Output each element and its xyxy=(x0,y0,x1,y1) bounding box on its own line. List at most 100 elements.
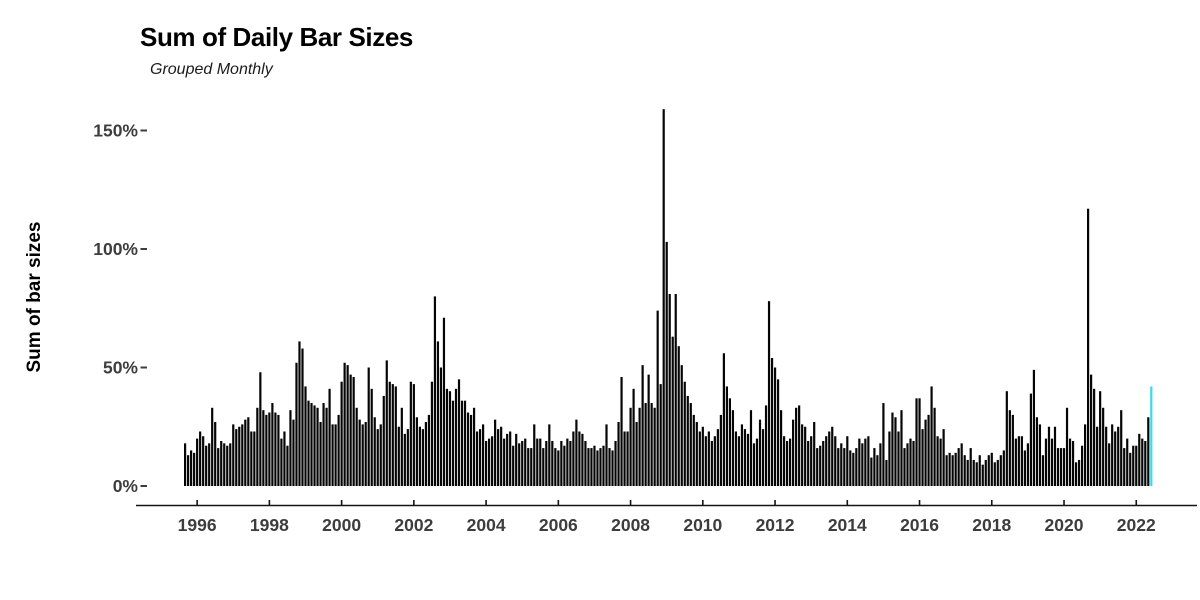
bar xyxy=(689,403,692,486)
bar xyxy=(451,400,455,486)
bar xyxy=(611,450,614,486)
y-tick-label: 0% xyxy=(113,476,139,496)
bar xyxy=(957,448,960,486)
bar xyxy=(554,448,557,486)
bar xyxy=(822,440,825,486)
bar xyxy=(491,436,494,486)
bar xyxy=(948,452,951,486)
bar xyxy=(481,424,485,486)
x-tick-label: 2010 xyxy=(683,515,722,535)
bar xyxy=(1096,426,1099,486)
bar xyxy=(548,424,551,486)
bar xyxy=(1020,436,1023,486)
bar xyxy=(406,429,409,486)
bar xyxy=(614,440,617,486)
bar xyxy=(1126,438,1129,486)
bar xyxy=(837,448,840,486)
bar xyxy=(677,346,680,486)
bar xyxy=(463,400,467,486)
bar xyxy=(807,440,810,486)
bar xyxy=(274,412,277,486)
y-tick-label: 150% xyxy=(93,121,138,141)
bar xyxy=(716,429,719,486)
bar xyxy=(488,438,491,486)
bar xyxy=(587,448,590,486)
bar xyxy=(882,403,885,486)
bar xyxy=(1147,417,1150,486)
bar xyxy=(265,414,268,486)
bar xyxy=(466,412,470,486)
bar xyxy=(283,431,286,486)
bar xyxy=(966,459,969,486)
y-tick-label: 50% xyxy=(103,358,138,378)
bar xyxy=(298,341,301,486)
bar xyxy=(695,422,698,486)
bar xyxy=(731,410,735,486)
bar xyxy=(1144,440,1147,486)
bar xyxy=(954,452,957,486)
bar xyxy=(226,445,229,486)
bar xyxy=(936,436,939,486)
bar xyxy=(1105,426,1108,486)
bar xyxy=(539,438,542,486)
bar xyxy=(1077,459,1081,486)
bar xyxy=(1002,450,1005,486)
bar xyxy=(590,448,593,486)
bar xyxy=(460,400,464,486)
bar xyxy=(454,388,458,486)
x-tick-label: 2016 xyxy=(900,515,939,535)
x-tick-label: 1996 xyxy=(178,515,217,535)
x-tick-label: 2020 xyxy=(1045,515,1084,535)
bar xyxy=(259,372,262,486)
bar xyxy=(608,448,611,486)
bar xyxy=(632,388,635,486)
bar xyxy=(319,422,322,486)
bar xyxy=(1047,426,1051,486)
bar xyxy=(707,431,710,486)
bar xyxy=(208,443,211,486)
bar xyxy=(722,353,725,486)
bar xyxy=(1029,393,1033,486)
bar xyxy=(1099,391,1102,486)
bar xyxy=(232,424,235,486)
bar xyxy=(448,391,452,486)
bar xyxy=(897,431,900,486)
bar xyxy=(391,384,394,486)
bar xyxy=(509,431,512,486)
bar xyxy=(292,419,295,486)
bar xyxy=(1062,448,1066,486)
bar xyxy=(1117,426,1120,486)
bar xyxy=(1068,438,1072,486)
x-tick-label: 2008 xyxy=(611,515,650,535)
bar xyxy=(635,422,638,486)
bar xyxy=(1138,433,1141,486)
bar xyxy=(533,424,536,486)
bar xyxy=(831,426,834,486)
bar xyxy=(436,341,440,486)
bar xyxy=(524,438,527,486)
bar xyxy=(876,455,879,486)
bar xyxy=(475,431,479,486)
bar xyxy=(701,426,704,486)
chart-subtitle: Grouped Monthly xyxy=(150,61,273,78)
bar xyxy=(1014,438,1017,486)
bar xyxy=(247,417,250,486)
bar xyxy=(909,438,912,486)
bar xyxy=(343,362,346,486)
bar xyxy=(445,388,449,486)
bar xyxy=(310,403,313,486)
highlight-bar xyxy=(1150,386,1153,486)
bar xyxy=(924,419,927,486)
bar xyxy=(220,440,223,486)
bar xyxy=(972,459,975,486)
bar xyxy=(921,429,924,486)
bar xyxy=(782,436,786,486)
bar xyxy=(843,448,846,486)
bar xyxy=(1074,462,1078,486)
bar xyxy=(981,464,984,486)
bar xyxy=(433,296,437,486)
bar xyxy=(415,417,418,486)
bar xyxy=(340,381,343,486)
bar xyxy=(542,448,545,486)
bar xyxy=(644,403,647,486)
